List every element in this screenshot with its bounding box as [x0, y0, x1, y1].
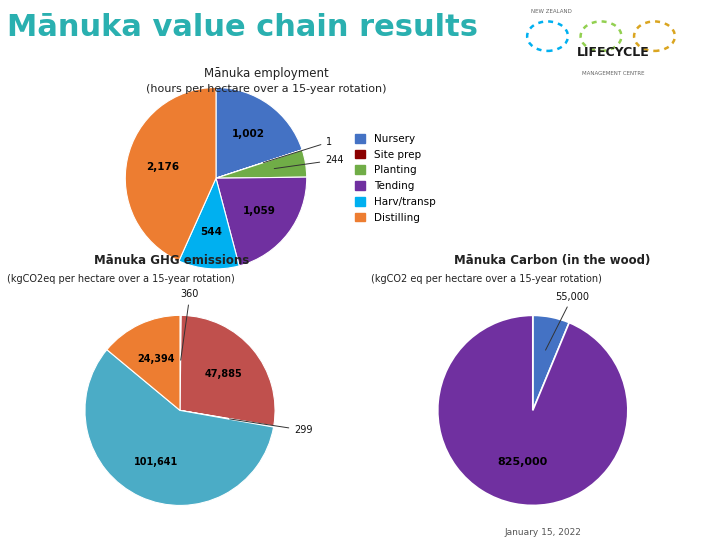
Text: 360: 360	[181, 289, 199, 360]
Text: MANAGEMENT CENTRE: MANAGEMENT CENTRE	[582, 71, 644, 76]
Text: Mānuka GHG emissions: Mānuka GHG emissions	[94, 254, 249, 267]
Text: (hours per hectare over a 15-year rotation): (hours per hectare over a 15-year rotati…	[146, 84, 387, 94]
Text: 825,000: 825,000	[498, 457, 548, 467]
Text: (kgCO2eq per hectare over a 15-year rotation): (kgCO2eq per hectare over a 15-year rota…	[7, 273, 235, 284]
Wedge shape	[438, 315, 628, 505]
Text: January 15, 2022: January 15, 2022	[504, 528, 581, 537]
Text: 1: 1	[264, 137, 333, 163]
Text: 244: 244	[274, 155, 343, 168]
Text: 544: 544	[201, 227, 222, 238]
Wedge shape	[179, 178, 239, 269]
Text: 299: 299	[230, 419, 312, 435]
Wedge shape	[107, 315, 180, 410]
Wedge shape	[216, 87, 302, 178]
Text: Mānuka employment: Mānuka employment	[204, 68, 329, 80]
Text: 1,059: 1,059	[243, 206, 276, 216]
Wedge shape	[533, 315, 570, 410]
Text: 55,000: 55,000	[546, 292, 590, 350]
Text: NEW ZEALAND: NEW ZEALAND	[531, 9, 572, 15]
Text: Mānuka value chain results: Mānuka value chain results	[7, 14, 478, 43]
Legend: Nursery, Site prep, Planting, Tending, Harv/transp, Distilling: Nursery, Site prep, Planting, Tending, H…	[353, 132, 438, 225]
Wedge shape	[85, 350, 274, 505]
Wedge shape	[216, 150, 302, 178]
Text: Mānuka Carbon (in the wood): Mānuka Carbon (in the wood)	[454, 254, 650, 267]
Text: (kgCO2 eq per hectare over a 15-year rotation): (kgCO2 eq per hectare over a 15-year rot…	[371, 273, 602, 284]
Wedge shape	[125, 87, 216, 261]
Wedge shape	[180, 315, 181, 410]
Text: 101,641: 101,641	[134, 457, 178, 467]
Wedge shape	[216, 150, 307, 178]
Wedge shape	[216, 177, 307, 266]
Text: 1,002: 1,002	[231, 129, 264, 139]
Text: LIFECYCLE: LIFECYCLE	[577, 46, 649, 59]
Text: 47,885: 47,885	[205, 369, 243, 379]
Wedge shape	[180, 410, 274, 427]
Text: 24,394: 24,394	[137, 354, 174, 364]
Wedge shape	[180, 315, 275, 426]
Text: 2,176: 2,176	[146, 162, 179, 172]
